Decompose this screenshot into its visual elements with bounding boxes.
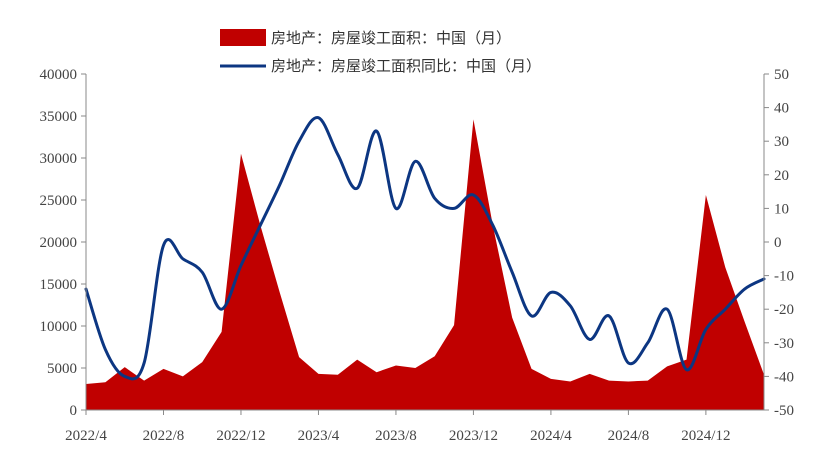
legend: 房地产：房屋竣工面积：中国（月） 房地产：房屋竣工面积同比：中国（月） — [220, 29, 541, 75]
x-tick-label: 2022/8 — [143, 428, 185, 444]
right-tick-label: 20 — [774, 168, 789, 184]
left-axis: 0 5000 10000 15000 20000 25000 30000 35000 40000 — [40, 67, 87, 419]
right-tick-label: -30 — [774, 336, 794, 352]
x-tick-label: 2024/8 — [608, 428, 650, 444]
left-tick-label: 0 — [70, 403, 78, 419]
legend-label-line: 房地产：房屋竣工面积同比：中国（月） — [271, 57, 541, 75]
right-tick-label: -50 — [774, 403, 794, 419]
left-tick-label: 20000 — [40, 235, 78, 251]
line-series-yoy — [84, 116, 766, 381]
x-tick-label: 2022/12 — [216, 428, 265, 444]
left-tick-label: 30000 — [40, 151, 78, 167]
right-tick-label: -10 — [774, 269, 794, 285]
left-tick-label: 10000 — [40, 319, 78, 335]
left-tick-label: 40000 — [40, 67, 78, 83]
left-tick-label: 25000 — [40, 193, 78, 209]
right-tick-label: 10 — [774, 201, 789, 217]
left-tick-label: 5000 — [47, 361, 77, 377]
right-tick-label: 50 — [774, 67, 789, 83]
right-tick-label: 40 — [774, 101, 789, 117]
left-tick-label: 15000 — [40, 277, 78, 293]
right-tick-label: 30 — [774, 134, 789, 150]
legend-swatch-area — [220, 29, 266, 46]
left-tick-label: 35000 — [40, 109, 78, 125]
x-tick-label: 2023/8 — [375, 428, 417, 444]
x-tick-label: 2024/4 — [530, 428, 572, 444]
plot-area — [84, 116, 766, 411]
right-tick-label: -20 — [774, 302, 794, 318]
right-tick-label: 0 — [774, 235, 782, 251]
x-tick-label: 2023/12 — [449, 428, 498, 444]
legend-label-area: 房地产：房屋竣工面积：中国（月） — [271, 29, 511, 47]
x-tick-label: 2024/12 — [681, 428, 730, 444]
x-tick-label: 2022/4 — [65, 428, 107, 444]
right-axis: -50 -40 -30 -20 -10 0 10 20 30 40 50 — [763, 67, 794, 419]
x-axis: 2022/4 2022/8 2022/12 2023/4 2023/8 2023/12 20… — [65, 409, 764, 444]
x-tick-label: 2023/4 — [298, 428, 340, 444]
right-tick-label: -40 — [774, 369, 794, 385]
area-series-completion — [86, 119, 764, 411]
